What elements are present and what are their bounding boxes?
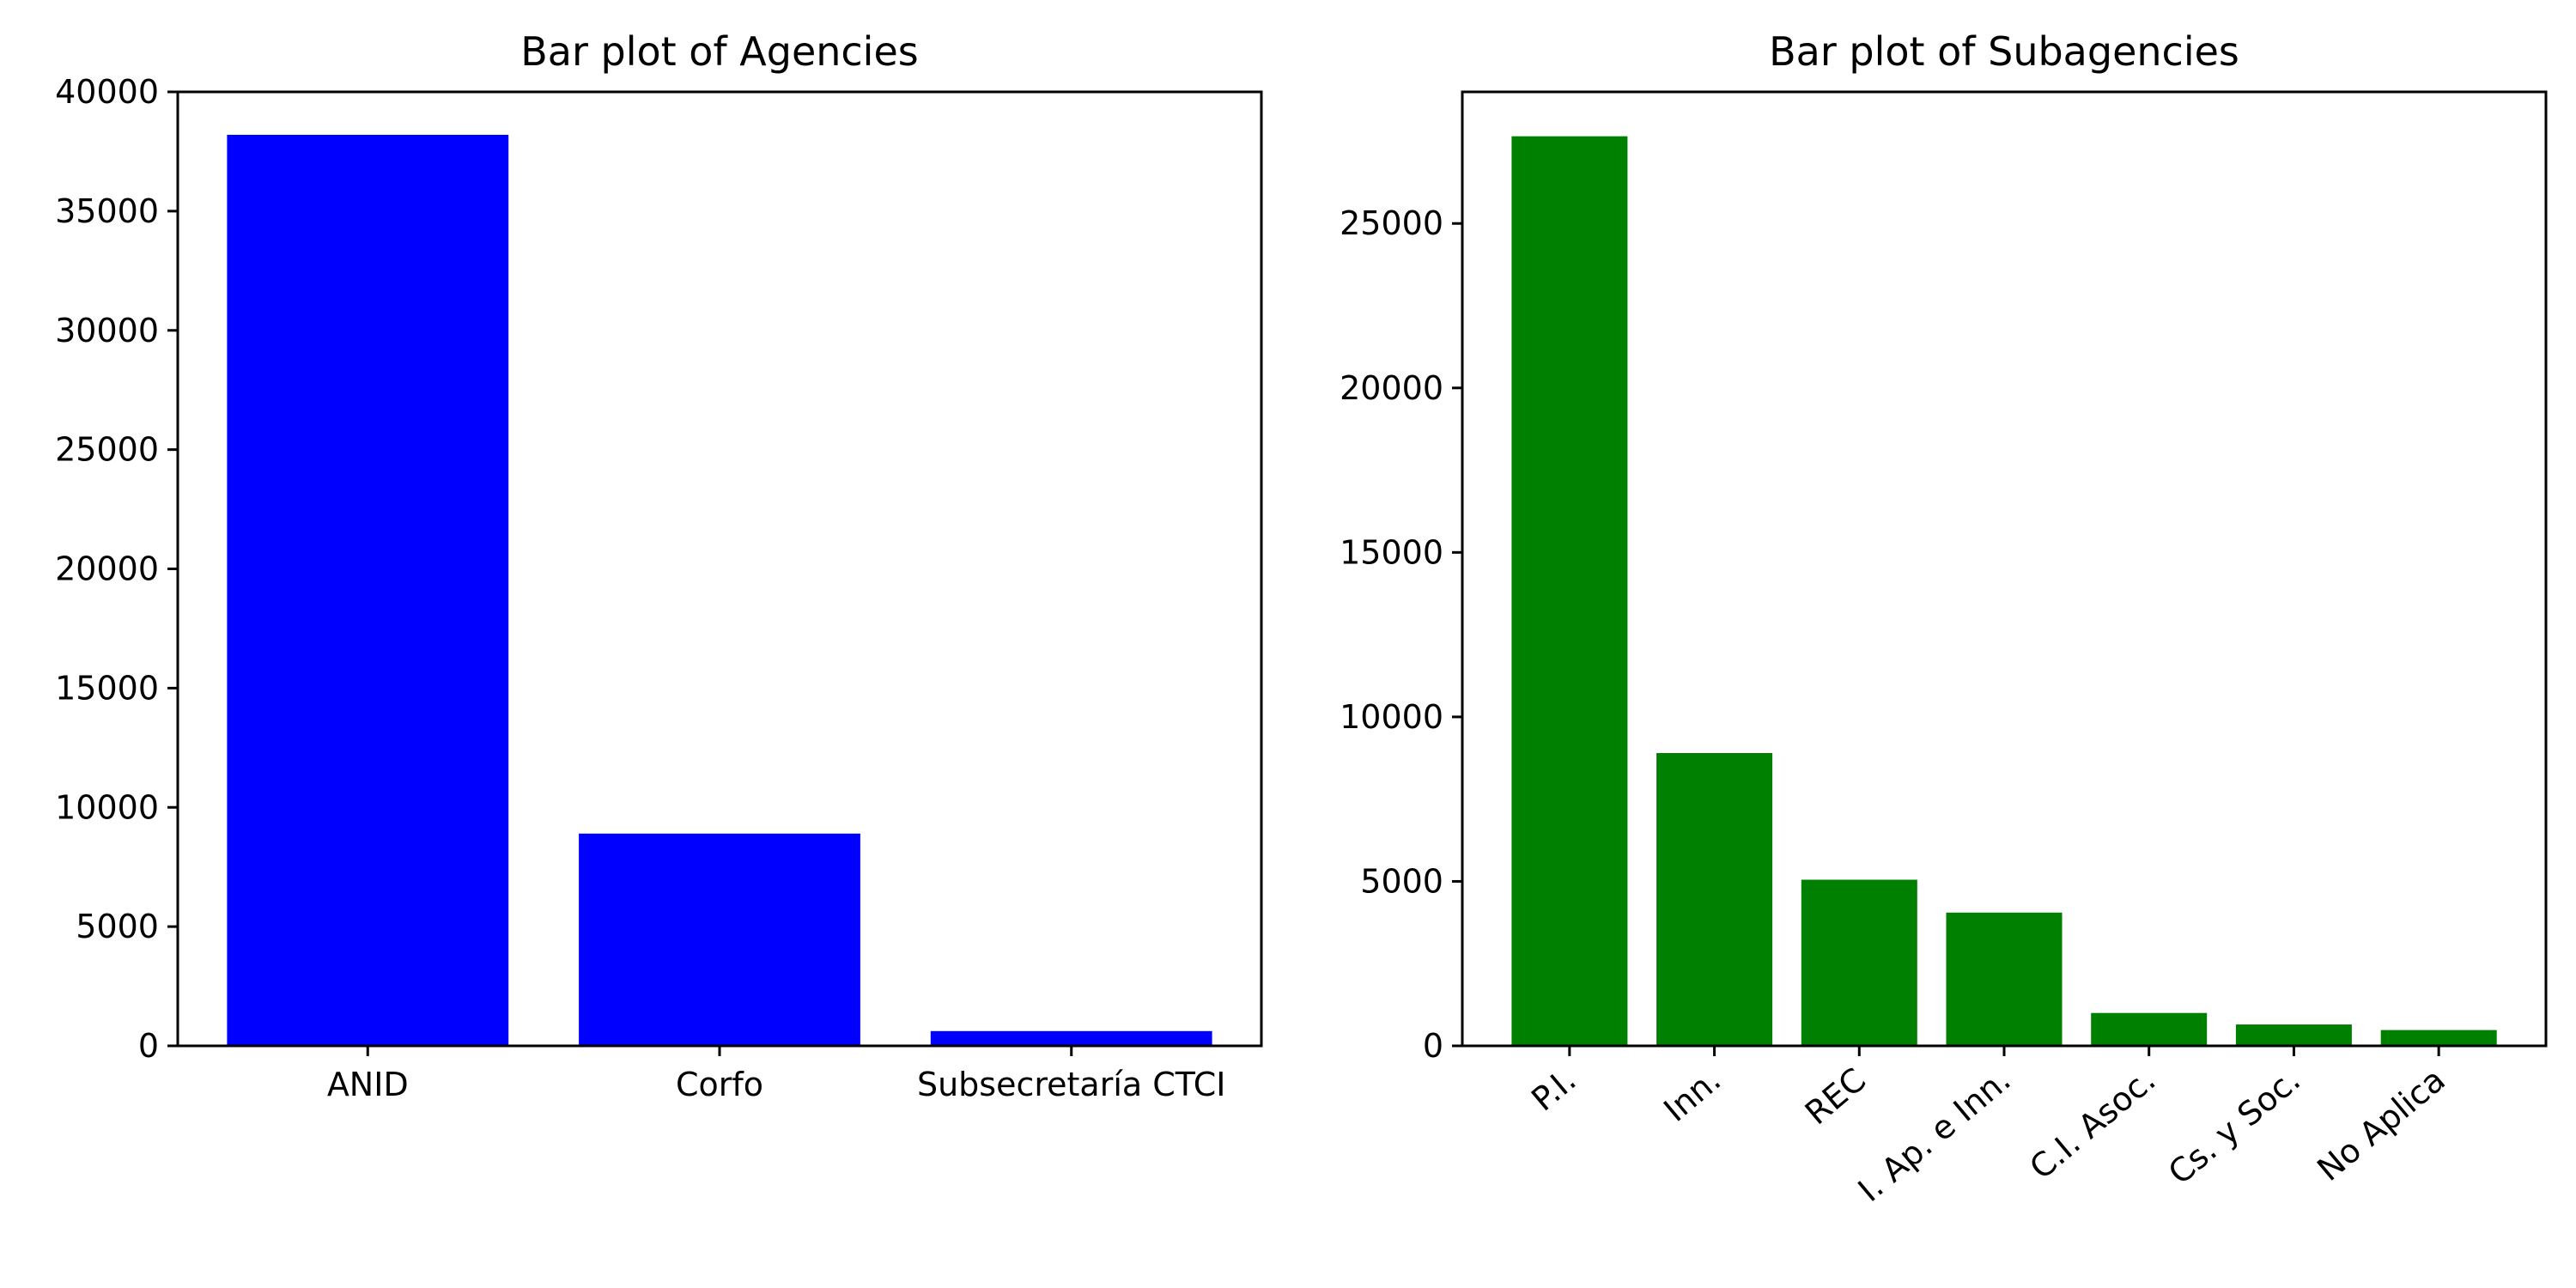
agencies-y-tick-label-7: 35000 — [55, 192, 159, 230]
subagencies-bar-4 — [2091, 1012, 2208, 1046]
agencies-plot-frame — [176, 90, 1263, 1048]
subagencies-y-tick-label-2: 10000 — [1340, 698, 1443, 736]
subagencies-y-tick-label-0: 0 — [1423, 1027, 1443, 1065]
agencies-y-tick-label-4: 20000 — [55, 550, 159, 588]
agencies-x-tick-label-2: Subsecretaría CTCI — [917, 1066, 1226, 1103]
agencies-x-tick-label-0: ANID — [327, 1066, 409, 1103]
subagencies-bar-3 — [1946, 912, 2063, 1046]
subagencies-bar-0 — [1511, 136, 1628, 1047]
subagencies-y-tick-label-1: 5000 — [1360, 862, 1443, 900]
agencies-y-axis: 0 5000 10000 15000 20000 25000 30000 35000 40000 — [55, 73, 178, 1065]
subagencies-y-tick-label-4: 20000 — [1340, 369, 1443, 407]
agencies-y-tick-label-3: 15000 — [55, 669, 159, 707]
agencies-bar-1 — [579, 833, 860, 1046]
agencies-bar-2 — [930, 1030, 1212, 1046]
agencies-y-tick-label-5: 25000 — [55, 431, 159, 469]
subagencies-y-tick-label-5: 25000 — [1340, 204, 1443, 242]
subagencies-chart-title: Bar plot of Subagencies — [1769, 28, 2239, 75]
subagencies-y-axis: 0 5000 10000 15000 20000 25000 — [1340, 204, 1462, 1065]
subagencies-bars — [1511, 136, 2497, 1047]
agencies-y-tick-label-6: 30000 — [55, 312, 159, 349]
agencies-y-tick-label-2: 10000 — [55, 788, 159, 826]
agencies-chart: Bar plot of Agencies 0 5000 10000 15000 2000… — [55, 28, 1263, 1103]
subagencies-bar-1 — [1656, 753, 1773, 1046]
agencies-chart-title: Bar plot of Agencies — [520, 28, 918, 75]
subagencies-plot-frame — [1461, 90, 2548, 1048]
agencies-x-tick-label-1: Corfo — [676, 1066, 763, 1103]
agencies-y-tick-label-1: 5000 — [76, 908, 159, 945]
agencies-x-axis: ANID Corfo Subsecretaría CTCI — [327, 1046, 1226, 1103]
agencies-bars — [227, 135, 1212, 1046]
agencies-bar-0 — [227, 135, 509, 1046]
subagencies-y-tick-label-3: 15000 — [1340, 533, 1443, 571]
subagencies-bar-5 — [2235, 1024, 2352, 1046]
subagencies-bar-6 — [2380, 1030, 2497, 1046]
agencies-y-tick-label-0: 0 — [138, 1027, 159, 1065]
agencies-y-tick-label-8: 40000 — [55, 73, 159, 111]
subagencies-bar-2 — [1801, 879, 1917, 1046]
